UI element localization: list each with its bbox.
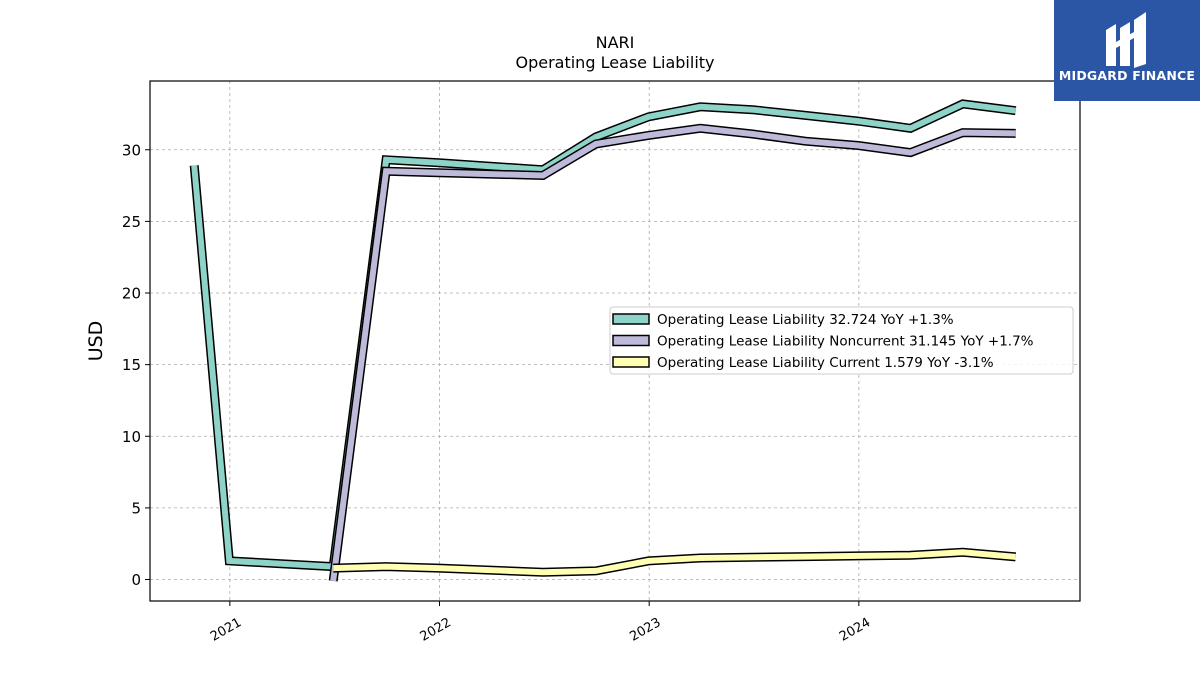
- x-tick-label: 2024: [837, 615, 873, 645]
- x-axis-ticks: 2021 2022 2023 2024: [208, 601, 873, 645]
- midgard-finance-logo-icon: [1106, 12, 1146, 68]
- y-tick-label: 20: [122, 285, 141, 303]
- y-tick-label: 10: [122, 428, 141, 446]
- series-line: [330, 125, 1016, 582]
- y-tick-label: 0: [131, 571, 141, 589]
- legend: Operating Lease Liability 32.724 YoY +1.…: [609, 306, 1074, 375]
- x-tick-label: 2022: [418, 615, 454, 645]
- series-line: [333, 549, 1016, 576]
- x-tick-label: 2021: [208, 615, 244, 645]
- legend-swatch: [612, 334, 650, 347]
- brand-name: MIDGARD FINANCE: [1058, 68, 1196, 83]
- brand-logo: MIDGARD FINANCE: [1054, 0, 1200, 101]
- legend-swatch: [612, 356, 650, 368]
- y-tick-label: 15: [122, 356, 141, 374]
- legend-swatch: [612, 313, 650, 325]
- y-axis-ticks: 0 5 10 15 20 25 30: [122, 141, 150, 589]
- series-lines: [189, 99, 1017, 582]
- legend-label: Operating Lease Liability Noncurrent 31.…: [657, 334, 1034, 350]
- legend-label: Operating Lease Liability Current 1.579 …: [657, 355, 994, 371]
- legend-label: Operating Lease Liability 32.724 YoY +1.…: [657, 312, 954, 328]
- x-tick-label: 2023: [627, 615, 663, 645]
- y-tick-label: 5: [131, 499, 141, 517]
- chart-subtitle: Operating Lease Liability: [515, 53, 714, 72]
- y-tick-label: 25: [122, 213, 141, 231]
- y-axis-label: USD: [85, 321, 107, 362]
- y-tick-label: 30: [122, 141, 141, 159]
- legend-box: [609, 306, 1074, 375]
- chart-title: NARI: [596, 33, 635, 52]
- plot-frame: [149, 80, 1081, 602]
